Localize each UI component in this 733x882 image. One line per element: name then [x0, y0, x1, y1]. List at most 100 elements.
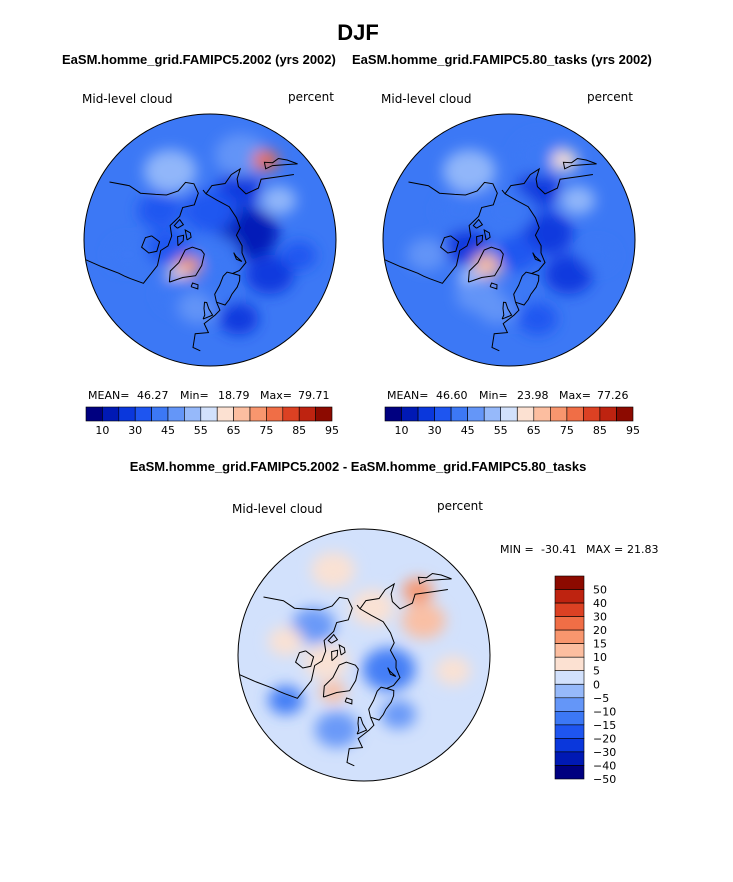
mean-value-model: 46.27: [137, 389, 169, 402]
colorbar-model-swatch-7: [200, 406, 218, 422]
panel-title-model: EaSM.homme_grid.FAMIPC5.2002 (yrs 2002): [62, 52, 336, 67]
cloud-region-model-18: [281, 241, 317, 271]
colorbar-obs: 10 30 45 55 65 75 85 95: [384, 406, 640, 437]
coastline-model-3: [177, 234, 185, 247]
cloud-region-diff-2: [304, 643, 349, 680]
coastline-obs-13: [504, 167, 593, 195]
cloud-region-diff-4: [291, 607, 336, 644]
colorbar-diff-tick-6: 5: [593, 665, 600, 678]
min-value-obs: 23.98: [517, 389, 549, 402]
coastline-obs-12: [532, 252, 542, 262]
cloud-region-model-8: [137, 192, 182, 229]
map-diff-background: [238, 529, 490, 781]
coastline-model-10: [190, 282, 199, 290]
colorbar-obs-swatch-14: [616, 406, 634, 422]
colorbar-obs-swatch-11: [566, 406, 584, 422]
coastline-model-0: [168, 246, 205, 283]
colorbar-obs-swatch-5: [467, 406, 485, 422]
colorbar-diff-swatch-1: [554, 589, 585, 604]
colorbar-obs-tick-4: 65: [527, 424, 541, 437]
panel-title-diff: EaSM.homme_grid.FAMIPC5.2002 - EaSM.homm…: [130, 459, 587, 474]
colorbar-diff-swatch-12: [554, 738, 585, 753]
colorbar-model-swatch-9: [233, 406, 251, 422]
colorbar-diff-swatch-8: [554, 683, 585, 699]
coastline-model-1: [109, 181, 199, 266]
colorbar-model-swatch-6: [184, 406, 202, 422]
colorbar-obs-swatch-12: [583, 406, 601, 422]
colorbar-diff-tick-13: −40: [593, 760, 616, 773]
colorbar-diff-tick-7: 0: [593, 678, 600, 691]
colorbar-model: 10 30 45 55 65 75 85 95: [85, 406, 339, 437]
coastline-model-5: [173, 218, 185, 229]
colorbar-model-swatch-11: [266, 406, 284, 422]
units-label-obs: percent: [587, 90, 633, 104]
cloud-region-model-16: [195, 235, 240, 272]
coastline-model-7: [214, 271, 241, 306]
cloud-region-model-5: [214, 133, 268, 177]
colorbar-diff-swatch-4: [554, 629, 585, 644]
map-obs-boundary: [382, 113, 636, 367]
colorbar-model-swatch-10: [249, 406, 267, 422]
units-label-diff: percent: [437, 499, 483, 513]
coastline-model-12: [233, 252, 243, 262]
colorbar-diff-swatch-10: [554, 710, 585, 726]
coastline-diff-14: [417, 572, 452, 585]
colorbar-obs-swatch-8: [516, 406, 535, 422]
colorbar-obs-tick-6: 85: [593, 424, 607, 437]
colorbar-diff-tick-0: 50: [593, 584, 607, 597]
cloud-region-diff-0: [401, 602, 446, 639]
colorbar-diff-swatch-5: [554, 643, 585, 658]
colorbar-diff-swatch-3: [554, 616, 585, 631]
colorbar-model-tick-7: 95: [325, 424, 339, 437]
colorbar-model-swatch-0: [85, 406, 103, 422]
colorbar-obs-tick-2: 45: [461, 424, 475, 437]
colorbar-obs-swatch-3: [434, 406, 452, 422]
coastline-model-4: [184, 229, 192, 241]
colorbar-diff-tick-8: −5: [593, 692, 609, 705]
colorbar-diff-tick-9: −10: [593, 705, 616, 718]
colorbar-obs-tick-5: 75: [560, 424, 574, 437]
colorbar-obs-swatch-2: [417, 406, 435, 422]
colorbar-diff-swatch-9: [554, 697, 585, 712]
cloud-region-obs-16: [494, 235, 539, 272]
colorbar-diff-swatch-6: [554, 656, 585, 672]
colorbar-diff-tick-10: −15: [593, 719, 616, 732]
colorbar-model-swatch-12: [282, 406, 300, 422]
cloud-region-diff-11: [268, 685, 304, 715]
cloud-region-obs-15: [517, 302, 558, 335]
colorbar-diff-swatch-13: [554, 751, 585, 766]
coastline-diff-4: [338, 644, 346, 656]
colorbar-diff-tick-11: −20: [593, 732, 616, 745]
coastline-diff-11: [356, 604, 401, 689]
colorbar-model-swatch-1: [102, 406, 120, 422]
colorbar-model-swatch-13: [298, 406, 316, 422]
cloud-region-obs-17: [406, 238, 447, 271]
colorbar-model-swatch-2: [118, 406, 136, 422]
coastline-model-8: [192, 302, 221, 352]
cloud-region-diff-6: [380, 700, 416, 729]
cloud-region-model-4: [261, 185, 297, 215]
cloud-region-model-15: [218, 302, 259, 335]
min-value-model: 18.79: [218, 389, 250, 402]
colorbar-obs-tick-3: 55: [494, 424, 508, 437]
cloud-region-obs-0: [544, 254, 593, 295]
max-value-model: 79.71: [298, 389, 330, 402]
coastline-diff-5: [327, 633, 339, 644]
cloud-region-obs-7: [442, 149, 496, 193]
colorbar-model-swatch-14: [315, 406, 333, 422]
max-label-obs: Max=: [559, 389, 591, 402]
coastline-obs-3: [476, 234, 484, 247]
colorbar-obs-swatch-10: [549, 406, 568, 422]
cloud-region-obs-3: [482, 189, 536, 233]
colorbar-obs-swatch-1: [401, 406, 419, 422]
colorbar-obs-tick-0: 10: [395, 424, 409, 437]
cloud-region-model-9: [146, 229, 191, 266]
cloud-region-obs-14: [503, 281, 534, 307]
coastline-obs-1: [408, 181, 498, 266]
colorbar-obs-swatch-6: [483, 406, 502, 422]
mean-label-obs: MEAN=: [387, 389, 428, 402]
colorbar-obs-swatch-7: [500, 406, 518, 422]
colorbar-diff-swatch-2: [554, 602, 585, 617]
